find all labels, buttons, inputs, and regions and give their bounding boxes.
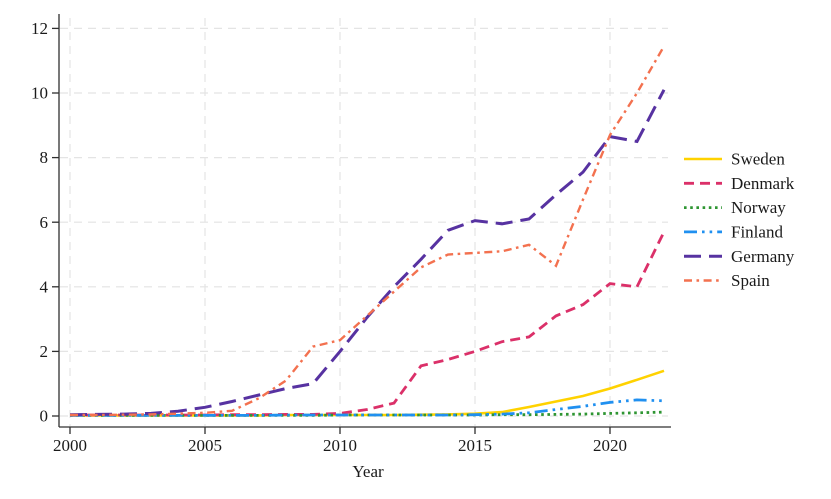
legend-item-denmark: Denmark bbox=[684, 174, 795, 193]
legend-label-spain: Spain bbox=[731, 271, 770, 290]
y-tick-label-2: 2 bbox=[40, 342, 49, 361]
series-line-spain bbox=[70, 45, 666, 417]
legend-label-sweden: Sweden bbox=[731, 150, 785, 169]
y-tick-label-0: 0 bbox=[40, 407, 49, 426]
legend-label-finland: Finland bbox=[731, 223, 783, 242]
x-tick-label-2010: 2010 bbox=[323, 436, 357, 455]
legend-item-germany: Germany bbox=[684, 247, 795, 266]
y-tick-label-12: 12 bbox=[31, 19, 48, 38]
x-tick-label-2015: 2015 bbox=[458, 436, 492, 455]
legend-item-spain: Spain bbox=[684, 271, 770, 290]
x-tick-label-2005: 2005 bbox=[188, 436, 222, 455]
legend-label-germany: Germany bbox=[731, 247, 795, 266]
x-axis-title: Year bbox=[352, 462, 384, 481]
legend-label-norway: Norway bbox=[731, 198, 786, 217]
y-tick-label-6: 6 bbox=[40, 213, 49, 232]
legend-item-sweden: Sweden bbox=[684, 150, 785, 169]
legend-item-finland: Finland bbox=[684, 223, 783, 242]
x-tick-label-2020: 2020 bbox=[593, 436, 627, 455]
legend-label-denmark: Denmark bbox=[731, 174, 795, 193]
series-line-denmark bbox=[70, 231, 666, 417]
y-tick-label-10: 10 bbox=[31, 84, 48, 103]
y-tick-label-4: 4 bbox=[40, 277, 49, 296]
legend-item-norway: Norway bbox=[684, 198, 786, 217]
x-tick-label-2000: 2000 bbox=[53, 436, 87, 455]
series-line-germany bbox=[69, 89, 666, 417]
y-tick-label-8: 8 bbox=[40, 148, 49, 167]
